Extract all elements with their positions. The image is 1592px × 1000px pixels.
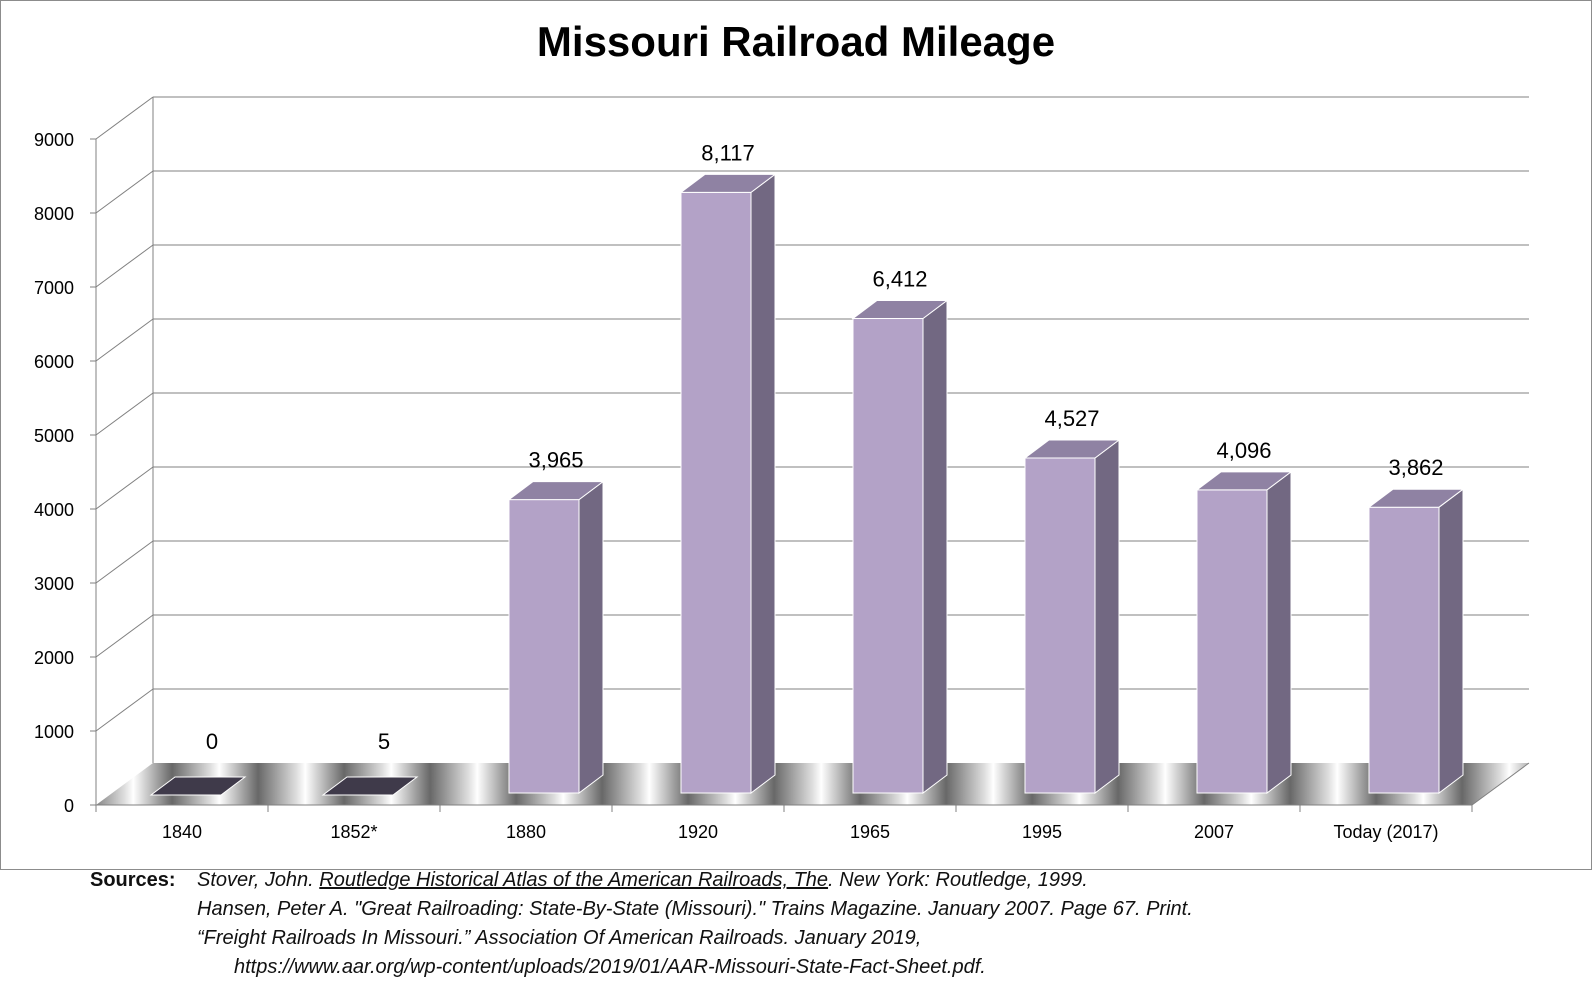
value-label: 8,117 (701, 140, 754, 165)
y-tick-label: 8000 (34, 204, 74, 224)
bar (507, 480, 605, 794)
bar-top (851, 300, 949, 320)
gridline-side (95, 540, 154, 584)
value-label: 3,965 (528, 448, 583, 473)
source-1-pre: Stover, John. (197, 869, 320, 891)
y-tick-label: 0 (64, 796, 74, 816)
bar-side (578, 480, 604, 794)
y-tick-label: 2000 (34, 648, 74, 668)
bar (1195, 470, 1293, 794)
bar-front (1196, 489, 1268, 794)
chart-title: Missouri Railroad Mileage (537, 18, 1055, 65)
x-tick-label: 1965 (850, 822, 890, 842)
source-3-url: https://www.aar.org/wp-content/uploads/2… (234, 956, 986, 978)
bar (1023, 439, 1121, 794)
gridline-side (95, 318, 154, 362)
y-tick-label: 9000 (34, 130, 74, 150)
x-tick-label: 1920 (678, 822, 718, 842)
bars (149, 173, 1465, 796)
bar-top (1195, 471, 1293, 491)
bar-top (679, 173, 777, 193)
bar-front (852, 318, 924, 794)
bar-top (321, 776, 419, 796)
source-1-post: . New York: Routledge, 1999. (828, 869, 1088, 891)
y-tick-label: 6000 (34, 352, 74, 372)
gridline-side (95, 614, 154, 658)
y-tick-label: 1000 (34, 722, 74, 742)
y-tick-label: 4000 (34, 500, 74, 520)
bar-side (750, 173, 776, 794)
value-label: 0 (206, 729, 218, 754)
sources-label: Sources: (90, 869, 176, 891)
value-label: 5 (378, 729, 390, 754)
sources-list: Stover, John. Routledge Historical Atlas… (197, 866, 1557, 982)
y-tick-label: 5000 (34, 426, 74, 446)
source-1: Stover, John. Routledge Historical Atlas… (197, 866, 1557, 895)
chart-walls (95, 96, 1529, 763)
bar-side (1438, 488, 1464, 794)
bar-top (507, 481, 605, 501)
gridline-side (95, 466, 154, 510)
bar (321, 776, 419, 796)
x-tick-label: 2007 (1194, 822, 1234, 842)
value-label: 4,096 (1216, 438, 1271, 463)
bar-side (1266, 470, 1292, 794)
bar-side (922, 299, 948, 794)
bar-front (1368, 506, 1440, 794)
bar (851, 299, 949, 794)
chart-frame: Missouri Railroad Mileage 0 1000 2000 3000 4… (0, 0, 1592, 870)
chart-floor (96, 762, 1530, 806)
bar-front (680, 191, 752, 794)
bar (679, 173, 777, 794)
x-tick-label: 1995 (1022, 822, 1062, 842)
bar-top (1023, 439, 1121, 459)
bar (1367, 488, 1465, 794)
value-label: 4,527 (1044, 406, 1099, 431)
gridline-side (95, 688, 154, 732)
value-labels: 0 5 3,965 8,117 6,412 4,527 4,096 3,862 (206, 140, 1444, 754)
floor-plane (96, 763, 1529, 805)
bar-top (1367, 488, 1465, 508)
gridline-side (95, 170, 154, 214)
x-tick-label: Today (2017) (1333, 822, 1438, 842)
bar-top (149, 776, 247, 796)
source-2: Hansen, Peter A. "Great Railroading: Sta… (197, 898, 1193, 920)
gridline-side (95, 244, 154, 288)
chart-border (0, 0, 1592, 870)
bar-front (1024, 457, 1096, 794)
value-label: 6,412 (872, 267, 927, 292)
value-label: 3,862 (1388, 455, 1443, 480)
gridline-side (95, 96, 154, 140)
railroad-mileage-chart: Missouri Railroad Mileage 0 1000 2000 3000 4… (0, 0, 1592, 870)
floor-right-edge (1471, 762, 1530, 806)
x-tick-label: 1840 (162, 822, 202, 842)
y-tick-label: 3000 (34, 574, 74, 594)
y-axis: 0 1000 2000 3000 4000 5000 6000 7000 8000 9000 (34, 130, 97, 816)
x-tick-label: 1852* (330, 822, 377, 842)
bar (149, 776, 247, 796)
bar-side (1094, 439, 1120, 794)
bar-front (508, 499, 580, 794)
source-3: “Freight Railroads In Missouri.” Associa… (197, 927, 922, 949)
x-axis: 1840 1852* 1880 1920 1965 1995 2007 Today (2017… (95, 805, 1473, 842)
gridline-side (95, 392, 154, 436)
x-tick-label: 1880 (506, 822, 546, 842)
y-tick-label: 7000 (34, 278, 74, 298)
source-1-title: Routledge Historical Atlas of the Americ… (319, 869, 829, 891)
